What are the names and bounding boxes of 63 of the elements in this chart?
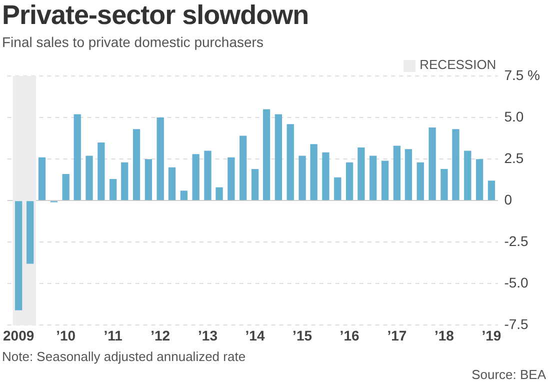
x-tick-label: ’16 xyxy=(340,327,360,344)
bar xyxy=(228,157,235,200)
bar xyxy=(216,187,223,200)
bar xyxy=(204,150,212,200)
bar xyxy=(121,162,128,200)
x-tick-label: ’13 xyxy=(198,327,218,344)
bar xyxy=(298,156,306,200)
bar xyxy=(286,124,294,200)
x-tick-label: 2009 xyxy=(2,327,34,344)
x-tick-label: ’17 xyxy=(387,327,407,344)
y-tick-label: 5.0 xyxy=(504,108,524,124)
text: Note: Seasonally adjusted annualized rate xyxy=(2,349,246,364)
bar xyxy=(62,174,70,200)
bar xyxy=(110,179,117,200)
bar xyxy=(251,169,259,200)
bar xyxy=(274,114,282,200)
bar xyxy=(74,114,81,200)
y-tick-label: 2.5 xyxy=(504,150,524,166)
bar xyxy=(15,201,22,310)
bar xyxy=(180,190,188,200)
y-tick-label: 0 xyxy=(504,191,512,208)
bar xyxy=(86,156,93,200)
bar xyxy=(168,167,176,200)
bar xyxy=(26,201,34,264)
x-tick-label: ’18 xyxy=(434,327,454,344)
x-tick-label: ’19 xyxy=(482,327,502,344)
bar xyxy=(464,150,472,200)
chart-title: Private-sector slowdown xyxy=(2,0,309,31)
bar xyxy=(192,154,200,200)
bar xyxy=(452,129,460,200)
x-tick-label: ’10 xyxy=(56,327,76,344)
y-tick-label: -2.5 xyxy=(504,232,529,249)
bar xyxy=(98,142,105,200)
bar xyxy=(132,129,140,200)
x-tick-label: ’14 xyxy=(245,327,265,344)
bar xyxy=(144,159,152,200)
legend-label: RECESSION xyxy=(420,57,496,72)
x-tick-label: ’15 xyxy=(292,327,312,344)
bar xyxy=(156,118,164,200)
bar xyxy=(476,159,484,200)
bar xyxy=(440,169,448,200)
source-note: Source: BEA xyxy=(472,367,546,382)
x-tick-label: ’12 xyxy=(150,327,170,344)
bar xyxy=(381,160,389,200)
bar xyxy=(240,136,247,200)
bar xyxy=(428,128,436,200)
y-tick-label: -7.5 xyxy=(504,316,529,332)
bar xyxy=(38,157,46,200)
bar xyxy=(416,162,424,200)
x-tick-label: ’11 xyxy=(104,327,123,344)
y-tick-label: 7.5 % xyxy=(504,66,540,83)
bar xyxy=(262,109,270,200)
bar xyxy=(322,152,330,200)
bar xyxy=(346,162,354,200)
chart-subtitle: Final sales to private domestic purchasers xyxy=(2,34,264,50)
bar xyxy=(334,177,342,200)
bar xyxy=(370,156,377,200)
bar xyxy=(404,149,412,200)
bar xyxy=(310,144,318,200)
y-tick-label: -5.0 xyxy=(504,274,529,291)
bar xyxy=(358,147,365,200)
bar xyxy=(488,180,496,200)
bar xyxy=(393,146,401,200)
